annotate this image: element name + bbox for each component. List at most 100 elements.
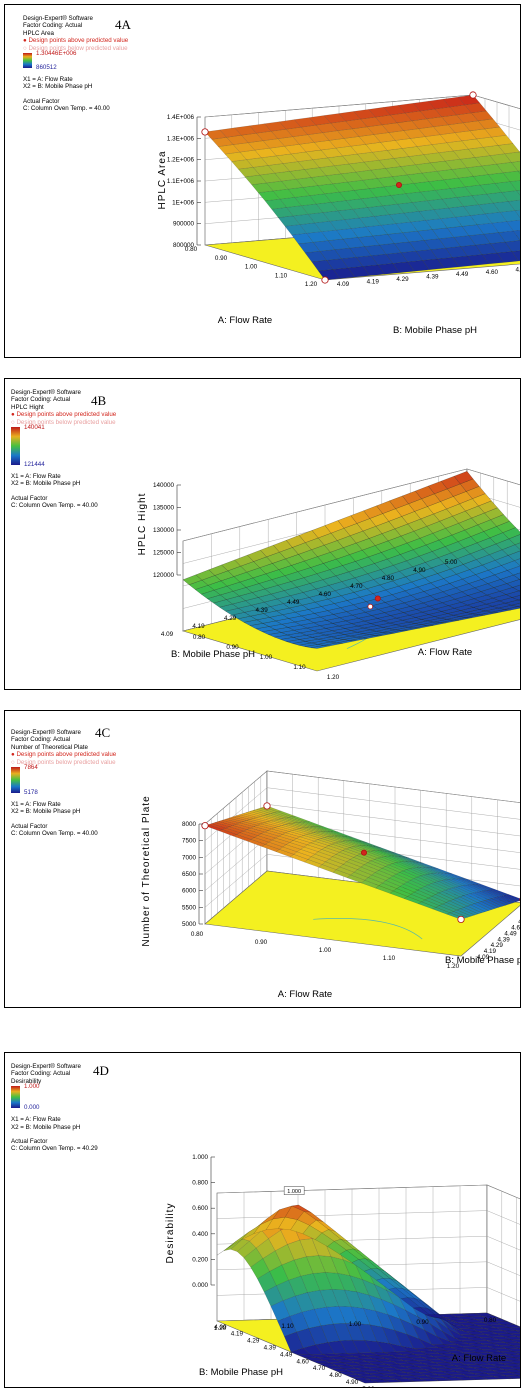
- y-tick-label: 4.70: [350, 583, 363, 590]
- response-text: Number of Theoretical Plate: [11, 743, 88, 751]
- coding-text: Factor Coding: Actual: [11, 736, 71, 744]
- x-axis-title: A: Flow Rate: [278, 989, 332, 1000]
- x-tick-label: 1.20: [305, 281, 318, 288]
- z-tick-label: 125000: [153, 550, 175, 557]
- surface-patch: [513, 572, 520, 580]
- x-tick-label: 1.20: [327, 674, 340, 681]
- info-legend: Design-Expert® Software Factor Coding: A…: [11, 729, 116, 838]
- z-tick-label: 6500: [182, 871, 197, 878]
- y-tick-label: 4.19: [192, 623, 205, 630]
- actual-factor-value: C: Column Oven Temp. = 40.29: [11, 1145, 98, 1153]
- z-tick-label: 1.2E+006: [167, 157, 195, 164]
- x-tick-label: 0.80: [484, 1317, 497, 1324]
- x1-text: X1 = A: Flow Rate: [11, 801, 61, 809]
- scale-min: 860512: [36, 63, 57, 71]
- z-axis-title: Number of Theoretical Plate: [141, 795, 152, 946]
- figure-panel-4c: Design-Expert® Software Factor Coding: A…: [4, 710, 521, 1008]
- y-tick-label: 4.70: [518, 919, 520, 926]
- x-tick-label: 0.90: [416, 1319, 429, 1326]
- x-axis-title: A: Flow Rate: [452, 1353, 506, 1364]
- z-tick-label: 0.000: [192, 1282, 208, 1289]
- color-scale-bar: 1.30446E+006 860512: [23, 50, 76, 71]
- x-tick-label: 0.80: [191, 931, 204, 938]
- below-legend: ○ Design points below predicted value: [11, 418, 116, 426]
- x-tick-label: 0.80: [185, 246, 198, 253]
- y-tick-label: 4.29: [224, 615, 237, 622]
- y-tick-label: 4.29: [247, 1338, 260, 1345]
- grid-line: [216, 1184, 520, 1200]
- z-axis-title: Desirability: [165, 1203, 176, 1264]
- x-tick-label: 0.90: [226, 644, 239, 651]
- response-surface: [216, 1204, 520, 1384]
- x2-text: X2 = B: Mobile Phase pH: [11, 480, 81, 488]
- surface-patch: [515, 1329, 520, 1333]
- y-tick-label: 4.39: [264, 1345, 277, 1352]
- z-tick-label: 1E+006: [172, 199, 194, 206]
- surface-patch: [515, 1363, 520, 1366]
- x1-text: X1 = A: Flow Rate: [23, 76, 73, 84]
- y-tick-label: 4.09: [477, 954, 490, 961]
- z-tick-label: 7500: [182, 838, 197, 845]
- y-tick-label: 4.60: [296, 1358, 309, 1365]
- x2-text: X2 = B: Mobile Phase pH: [23, 83, 93, 91]
- actual-factor-value: C: Column Oven Temp. = 40.00: [11, 502, 98, 510]
- y-axis-title: B: Mobile Phase pH: [199, 1367, 283, 1378]
- x1-text: X1 = A: Flow Rate: [11, 473, 61, 481]
- figure-panel-4a: Design-Expert® Software Factor Coding: A…: [4, 4, 521, 358]
- z-tick-label: 800000: [173, 242, 195, 249]
- panel-label: 4B: [91, 393, 107, 408]
- surface-patch: [511, 595, 520, 601]
- z-tick-label: 5000: [182, 921, 197, 928]
- x-tick-label: 0.80: [193, 634, 206, 641]
- y-tick-label: 4.70: [313, 1365, 326, 1372]
- y-tick-label: 4.09: [161, 631, 174, 638]
- response-text: HPLC Area: [23, 29, 54, 37]
- z-tick-label: 140000: [153, 482, 175, 489]
- y-axis-title: B: Mobile Phase pH: [445, 955, 520, 966]
- surface-patch: [511, 1372, 520, 1376]
- response-text: Desirability: [11, 1077, 42, 1085]
- surface-patch: [516, 190, 520, 196]
- x-axis-title: A: Flow Rate: [218, 315, 272, 326]
- design-point: [321, 276, 329, 284]
- surface-plot: 120000 125000 130000 135000 140000 0.80 0.90 1.…: [137, 468, 520, 681]
- surface-patch: [494, 1321, 514, 1325]
- z-axis-title: HPLC Area: [157, 150, 168, 209]
- z-tick-label: 135000: [153, 505, 175, 512]
- color-scale-bar: 140041 121444: [11, 424, 45, 468]
- above-legend: ● Design points above predicted value: [11, 411, 117, 419]
- software-text: Design-Expert® Software: [11, 389, 81, 396]
- y-tick-label: 4.90: [346, 1379, 359, 1386]
- software-text: Design-Expert® Software: [11, 729, 81, 736]
- design-point: [469, 91, 477, 99]
- x-axis-title: A: Flow Rate: [418, 647, 472, 658]
- surface-patch: [501, 1357, 520, 1361]
- design-point: [263, 802, 271, 810]
- info-legend: Design-Expert® Software Factor Coding: A…: [11, 1063, 98, 1153]
- above-legend: ● Design points above predicted value: [11, 751, 117, 759]
- grid-line: [204, 770, 520, 825]
- contour-line: [313, 918, 423, 940]
- software-text: Design-Expert® Software: [11, 1063, 81, 1070]
- x-tick-label: 1.00: [319, 947, 332, 954]
- design-point: [367, 603, 374, 610]
- actual-factor-value: C: Column Oven Temp. = 40.00: [23, 105, 110, 113]
- y-tick-label: 4.49: [456, 271, 469, 278]
- z-tick-label: 130000: [153, 527, 175, 534]
- scale-min: 121444: [24, 460, 45, 468]
- panel-label: 4D: [93, 1063, 109, 1078]
- actual-factor-text: Actual Factor: [23, 97, 60, 105]
- y-tick-label: 4.29: [396, 276, 409, 283]
- surface-plot: 5000 5500 6000 6500 7000 7500 8000 0.80 0.90 1.00…: [141, 770, 520, 1000]
- response-surface: [204, 805, 520, 920]
- actual-factor-text: Actual Factor: [11, 822, 48, 830]
- surface-patch: [518, 1348, 520, 1350]
- coding-text: Factor Coding: Actual: [23, 22, 83, 30]
- surface-patch: [511, 250, 520, 262]
- surface-patch: [509, 1332, 520, 1337]
- surface-patch: [514, 542, 520, 550]
- surface-plot: 0.000 0.200 0.400 0.600 0.800 1.000 0.80 0.90 1.…: [165, 1154, 520, 1387]
- panel-label: 4A: [115, 17, 131, 32]
- figure-panel-4b: Design-Expert® Software Factor Coding: A…: [4, 378, 521, 690]
- z-tick-label: 1.3E+006: [167, 135, 195, 142]
